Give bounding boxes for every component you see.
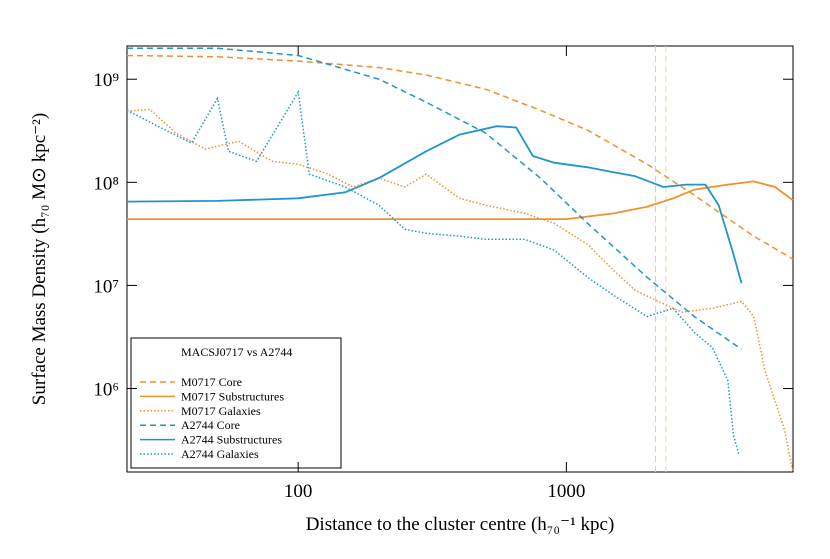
y-tick-label: 10⁸ bbox=[93, 173, 119, 194]
y-tick-label: 10⁹ bbox=[93, 70, 119, 91]
series-line bbox=[126, 125, 743, 284]
legend-label: A2744 Substructures bbox=[181, 433, 282, 447]
series-line bbox=[126, 54, 794, 260]
y-tick-label: 10⁶ bbox=[93, 380, 119, 401]
series-line bbox=[127, 180, 794, 220]
series-line bbox=[126, 89, 740, 455]
legend-box bbox=[130, 337, 342, 469]
legend-label: M0717 Core bbox=[181, 375, 242, 389]
legend-label: A2744 Core bbox=[181, 418, 240, 432]
x-tick-label: 1000 bbox=[547, 481, 585, 502]
series-line bbox=[127, 47, 742, 350]
legend-label: A2744 Galaxies bbox=[181, 447, 259, 461]
x-axis-label: Distance to the cluster centre (h₇₀⁻¹ kp… bbox=[306, 514, 615, 535]
legend-label: M0717 Galaxies bbox=[181, 404, 261, 418]
y-axis-label: Surface Mass Density (h₇₀ M⊙ kpc⁻²) bbox=[29, 113, 50, 405]
legend-label: M0717 Substructures bbox=[181, 389, 284, 403]
legend-title: MACSJ0717 vs A2744 bbox=[181, 345, 292, 359]
x-tick-label: 100 bbox=[284, 481, 313, 502]
y-tick-label: 10⁷ bbox=[93, 276, 119, 297]
